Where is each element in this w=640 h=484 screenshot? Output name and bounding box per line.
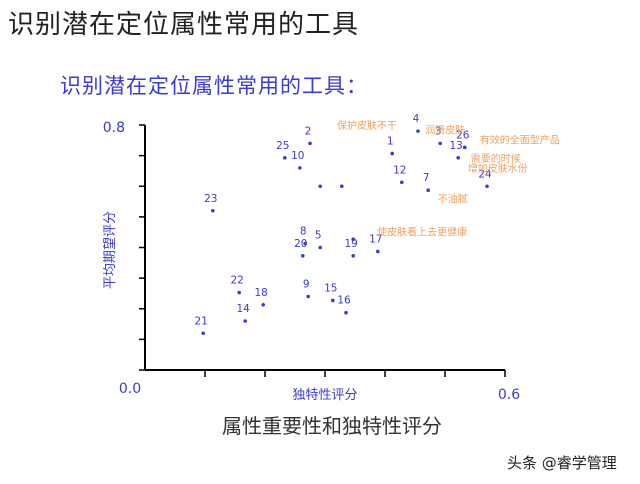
- point-label: 23: [204, 193, 217, 205]
- point-label: 20: [294, 238, 307, 250]
- point-label: 26: [456, 129, 470, 141]
- scatter-point: [237, 290, 241, 295]
- point-label: 15: [324, 282, 337, 294]
- y-axis-label: 平均期望评分: [102, 211, 118, 289]
- scatter-point: [456, 155, 461, 160]
- scatter-point: [400, 180, 404, 185]
- scatter-point: [306, 294, 311, 299]
- point-label: 19: [345, 238, 358, 250]
- scatter-point: [201, 331, 205, 336]
- scatter-point: [308, 141, 312, 146]
- scatter-point: [426, 188, 431, 193]
- x-axis-title-bottom: 属性重要性和独特性评分: [222, 414, 442, 438]
- annotation-label: 保护皮肤不干: [337, 119, 397, 132]
- annotations: 保护皮肤不干 润滑皮肤有效的全面型产品需要的时候增加皮肤水份不油腻使皮肤看上去更健…: [337, 119, 560, 238]
- annotation-label: 不油腻: [438, 192, 468, 205]
- point-label: 14: [237, 303, 251, 315]
- watermark: 头条 @睿学管理: [507, 454, 617, 472]
- scatter-point: [243, 319, 247, 323]
- scatter-point: [416, 129, 420, 133]
- point-label: 4: [413, 113, 420, 125]
- point-label: 24: [478, 168, 492, 180]
- scatter-point: [318, 245, 323, 250]
- scatter-point: [485, 184, 489, 189]
- scatter-point: [331, 298, 335, 303]
- scatter-point: [303, 241, 308, 246]
- annotation-label: 润滑皮肤: [425, 123, 465, 136]
- scatter-point: [211, 208, 215, 213]
- scatter-point: [261, 302, 266, 307]
- point-label: 13: [450, 140, 463, 152]
- point-label: 25: [276, 140, 289, 152]
- scatter-point: [340, 184, 344, 189]
- point-label: 9: [303, 279, 310, 291]
- x-tick-label-0.0: 0.0: [119, 381, 141, 397]
- page-title: 识别潜在定位属性常用的工具: [8, 10, 360, 40]
- x-tick-label-0.6: 0.6: [498, 387, 520, 403]
- point-label: 1: [387, 135, 394, 147]
- point-label: 22: [231, 275, 244, 287]
- y-tick-label-0.8: 0.8: [103, 120, 125, 136]
- point-label: 8: [300, 226, 307, 238]
- point-label: 21: [195, 315, 208, 327]
- scatter-point: [351, 253, 356, 258]
- scatter-point: [318, 184, 323, 189]
- point-label: 12: [393, 164, 406, 176]
- scatter-point: [376, 249, 380, 254]
- annotation-label: 使皮肤看上去更健康: [377, 225, 467, 238]
- point-label: 5: [315, 230, 322, 242]
- point-label: 18: [255, 287, 268, 299]
- point-label: 7: [423, 172, 430, 184]
- chart-title: 识别潜在定位属性常用的工具：: [60, 74, 368, 98]
- point-label: 10: [291, 150, 304, 162]
- scatter-point: [438, 141, 443, 146]
- point-label: 16: [337, 295, 351, 307]
- scatter-point: [301, 253, 305, 258]
- scatter-point: [390, 151, 395, 156]
- annotation-label: 需要的时候: [471, 152, 521, 165]
- annotation-label: 有效的全面型产品: [480, 133, 560, 146]
- axes: [139, 124, 506, 377]
- point-label: 17: [369, 233, 382, 245]
- scatter-point: [351, 237, 356, 242]
- scatter-point: [283, 155, 287, 160]
- scatter-point: [463, 145, 467, 150]
- point-label: 3: [435, 125, 442, 137]
- scatter-point: [344, 310, 348, 315]
- annotation-label: 增加皮肤水份: [468, 162, 528, 175]
- scatter-point: [298, 166, 302, 170]
- point-label: 2: [305, 125, 312, 137]
- x-axis-label: 独特性评分: [292, 388, 357, 403]
